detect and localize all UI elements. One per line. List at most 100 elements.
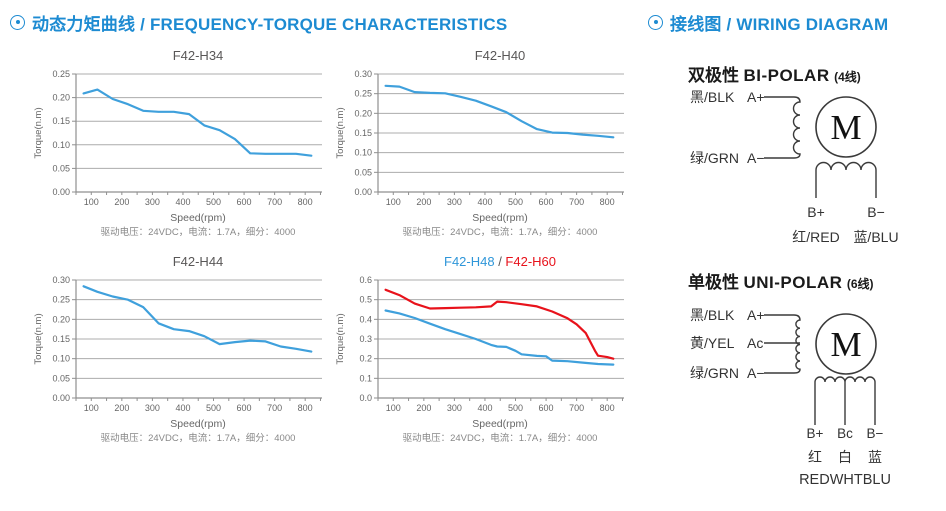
- svg-text:Torque(n.m): Torque(n.m): [335, 313, 346, 364]
- svg-text:400: 400: [477, 197, 492, 207]
- svg-text:0.10: 0.10: [354, 148, 372, 158]
- svg-text:0.5: 0.5: [359, 295, 372, 305]
- chart-title-part: F42-H40: [474, 48, 526, 63]
- wire-color-label: 白: [838, 449, 852, 465]
- svg-text:100: 100: [84, 403, 99, 413]
- chart-caption: 驱动电压：24VDC，电流：1.7A，细分：4000: [100, 433, 296, 444]
- svg-text:0.20: 0.20: [52, 314, 70, 324]
- svg-text:0.4: 0.4: [359, 314, 372, 324]
- chart-caption: 驱动电压：24VDC，电流：1.7A，细分：4000: [402, 433, 598, 444]
- section-header-torque: 动态力矩曲线 / FREQUENCY-TORQUE CHARACTERISTIC…: [10, 10, 507, 34]
- svg-text:600: 600: [539, 403, 554, 413]
- svg-text:0.6: 0.6: [359, 275, 372, 285]
- svg-text:100: 100: [386, 197, 401, 207]
- svg-text:300: 300: [447, 403, 462, 413]
- svg-text:0.05: 0.05: [52, 163, 70, 173]
- svg-text:Torque(n.m): Torque(n.m): [33, 107, 44, 158]
- terminal-label: A−: [747, 365, 765, 381]
- svg-text:0.2: 0.2: [359, 354, 372, 364]
- terminal-label: Bc: [837, 426, 853, 441]
- svg-text:500: 500: [508, 403, 523, 413]
- terminal-label: B+: [807, 204, 825, 220]
- svg-text:0.15: 0.15: [52, 334, 70, 344]
- svg-text:500: 500: [508, 197, 523, 207]
- svg-text:0.00: 0.00: [52, 393, 70, 403]
- phase-a-coil: [764, 96, 801, 159]
- svg-text:700: 700: [569, 403, 584, 413]
- svg-text:700: 700: [267, 403, 282, 413]
- chart-caption: 驱动电压：24VDC，电流：1.7A，细分：4000: [402, 227, 598, 238]
- svg-text:500: 500: [206, 403, 221, 413]
- terminal-label: A+: [747, 307, 765, 323]
- svg-text:0.3: 0.3: [359, 334, 372, 344]
- svg-text:600: 600: [237, 197, 252, 207]
- title-zh: 单极性: [688, 273, 739, 292]
- chart-title: F42-H40: [332, 48, 632, 64]
- chart-title-part: F42-H34: [172, 48, 224, 63]
- chart-f42-h44: F42-H44 0.00 0.05 0.10 0.15 0.20 0.25 0.30 100 2…: [30, 254, 330, 446]
- wire-color-label: 绿/GRN: [690, 365, 739, 381]
- svg-text:0.00: 0.00: [52, 187, 70, 197]
- motor-letter: M: [830, 108, 861, 147]
- svg-text:300: 300: [145, 403, 160, 413]
- svg-text:0.20: 0.20: [354, 108, 372, 118]
- svg-text:800: 800: [298, 403, 313, 413]
- svg-text:200: 200: [416, 403, 431, 413]
- section-title-torque: 动态力矩曲线 / FREQUENCY-TORQUE CHARACTERISTIC…: [32, 14, 508, 34]
- svg-text:300: 300: [145, 197, 160, 207]
- svg-text:0.1: 0.1: [359, 373, 372, 383]
- chart-title-part: F42-H48: [444, 254, 495, 269]
- wiring-unipolar: 单极性 UNI-POLAR (6线) M 黑/BLK A+ 黄/YEL Ac 绿…: [650, 262, 946, 497]
- terminal-label: Ac: [747, 335, 763, 351]
- motor-letter: M: [830, 325, 861, 364]
- svg-text:0.25: 0.25: [354, 89, 372, 99]
- title-note: (6线): [846, 277, 874, 291]
- x-axis-label: Speed(rpm): [472, 418, 528, 430]
- wiring-unipolar-title: 单极性 UNI-POLAR (6线): [650, 262, 946, 292]
- section-title-wiring: 接线图 / WIRING DIAGRAM: [670, 14, 889, 34]
- svg-text:0.05: 0.05: [52, 373, 70, 383]
- wire-color-label: 黄/YEL: [690, 335, 735, 351]
- svg-text:Torque(n.m): Torque(n.m): [335, 107, 346, 158]
- svg-text:700: 700: [569, 197, 584, 207]
- svg-text:0.0: 0.0: [359, 393, 372, 403]
- phase-a-coil: [764, 314, 801, 374]
- torque-speed-plot: 0.00 0.05 0.10 0.15 0.20 0.25 100 200 300 400 500 6…: [33, 69, 322, 207]
- terminal-label: B+: [807, 426, 824, 441]
- chart-title: F42-H34: [30, 48, 330, 64]
- wire-color-label: 红/RED: [792, 229, 839, 245]
- chart-title: F42-H44: [30, 254, 330, 270]
- svg-text:700: 700: [267, 197, 282, 207]
- terminal-label: B−: [867, 204, 885, 220]
- svg-text:0.10: 0.10: [52, 140, 70, 150]
- wires: [764, 313, 877, 425]
- svg-text:400: 400: [175, 403, 190, 413]
- svg-text:400: 400: [175, 197, 190, 207]
- svg-text:200: 200: [416, 197, 431, 207]
- motor-icon: [815, 313, 877, 375]
- phase-b-coil: [815, 161, 877, 198]
- wire-color-label-en: REDWHTBLU: [799, 472, 891, 488]
- wire-color-label: 黑/BLK: [690, 89, 735, 105]
- wiring-bipolar-title: 双极性 BI-POLAR (4线): [650, 55, 946, 85]
- svg-text:100: 100: [386, 403, 401, 413]
- svg-text:0.05: 0.05: [354, 167, 372, 177]
- svg-text:0.25: 0.25: [52, 69, 70, 79]
- svg-text:300: 300: [447, 197, 462, 207]
- torque-speed-plot: 0.0 0.1 0.2 0.3 0.4 0.5 0.6 100 200 300 400 500 600 7…: [335, 275, 624, 413]
- wire-color-label: 红: [808, 449, 822, 465]
- svg-text:200: 200: [114, 197, 129, 207]
- chart-title: F42-H48 / F42-H60: [332, 254, 632, 270]
- section-header-wiring: 接线图 / WIRING DIAGRAM: [648, 10, 888, 34]
- wires: [764, 96, 877, 198]
- chart-f42-h48-h60: F42-H48 / F42-H60 0.0 0.1 0.2 0.3 0.4 0.5 0.6 1…: [332, 254, 632, 446]
- title-en: BI-POLAR: [743, 66, 830, 85]
- title-note: (4线): [834, 70, 861, 84]
- wire-color-label: 蓝: [868, 449, 882, 465]
- svg-text:0.30: 0.30: [354, 69, 372, 79]
- chart-f42-h34: F42-H34 0.00 0.05 0.10 0.15 0.20 0.25 100 200 30…: [30, 48, 330, 240]
- torque-speed-plot: 0.00 0.05 0.10 0.15 0.20 0.25 0.30 100 200 300 400…: [335, 69, 624, 207]
- chart-title-part: F42-H44: [172, 254, 224, 269]
- svg-text:Torque(n.m): Torque(n.m): [33, 313, 44, 364]
- svg-text:0.30: 0.30: [52, 275, 70, 285]
